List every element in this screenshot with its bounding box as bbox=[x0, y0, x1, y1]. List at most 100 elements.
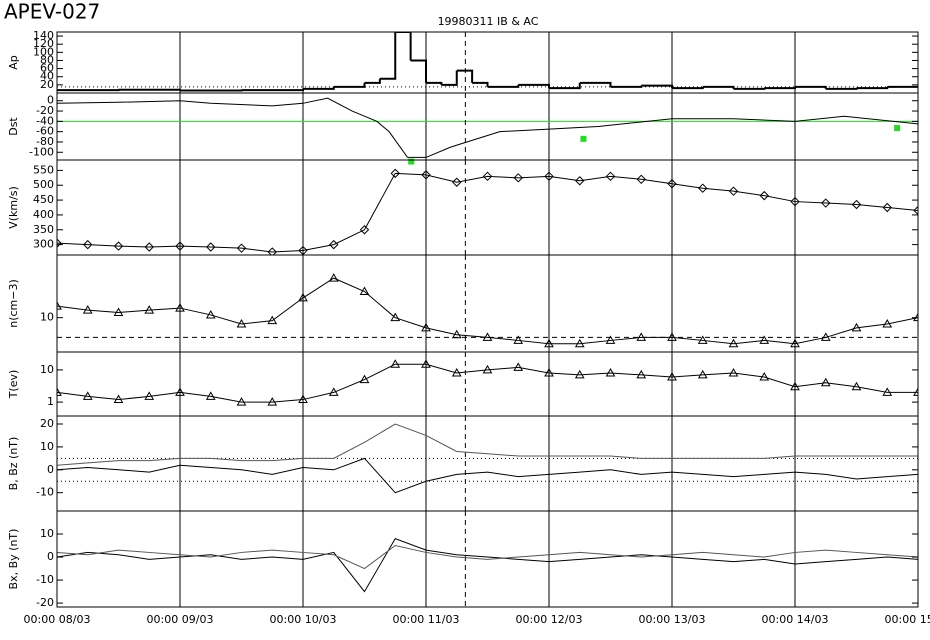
marker bbox=[728, 368, 739, 377]
y-tick-label: 1 bbox=[47, 395, 54, 408]
marker bbox=[390, 168, 400, 179]
marker bbox=[820, 332, 831, 341]
marker bbox=[513, 173, 523, 183]
step-segment bbox=[395, 32, 412, 61]
x-tick-label: 00:00 12/03 bbox=[516, 613, 583, 626]
page-id: APEV-027 bbox=[4, 0, 100, 24]
marker bbox=[544, 338, 554, 348]
y-axis-label: Dst bbox=[7, 117, 20, 136]
marker bbox=[482, 171, 493, 182]
marker bbox=[82, 305, 93, 314]
marker bbox=[636, 369, 647, 379]
y-tick-label: 10 bbox=[40, 527, 54, 540]
x-tick-label: 00:00 08/03 bbox=[24, 613, 91, 626]
marker bbox=[851, 199, 862, 210]
marker bbox=[113, 307, 124, 316]
marker bbox=[452, 177, 462, 187]
y-tick-label: 0 bbox=[47, 94, 54, 107]
marker bbox=[882, 387, 893, 396]
chart-title: 19980311 IB & AC bbox=[438, 15, 539, 28]
marker bbox=[482, 364, 493, 374]
marker bbox=[667, 372, 677, 381]
marker bbox=[329, 239, 339, 250]
x-tick-label: 00:00 13/03 bbox=[639, 613, 706, 626]
marker bbox=[298, 394, 308, 404]
marker bbox=[205, 309, 216, 319]
panel bbox=[57, 511, 918, 607]
step-segment bbox=[333, 82, 366, 88]
panel bbox=[57, 32, 918, 93]
x-tick-label: 00:00 10/03 bbox=[270, 613, 337, 626]
y-tick-label: 60 bbox=[40, 62, 54, 75]
marker bbox=[575, 176, 585, 186]
y-tick-label: 10 bbox=[40, 363, 54, 376]
y-tick-label: 140 bbox=[33, 29, 54, 42]
step-segment bbox=[118, 88, 181, 91]
marker bbox=[144, 305, 155, 314]
marker bbox=[894, 125, 901, 132]
y-tick-label: 20 bbox=[40, 78, 54, 91]
step-segment bbox=[472, 81, 489, 87]
y-tick-label: 120 bbox=[33, 37, 54, 50]
y-axis-label: Ap bbox=[7, 55, 20, 70]
marker bbox=[144, 242, 154, 252]
marker bbox=[144, 391, 155, 400]
marker bbox=[913, 205, 918, 216]
marker bbox=[57, 301, 62, 310]
marker bbox=[57, 387, 62, 396]
x-tick-label: 00:00 09/03 bbox=[147, 613, 214, 626]
marker bbox=[267, 315, 278, 325]
marker bbox=[821, 198, 831, 208]
marker bbox=[544, 171, 554, 182]
y-axis-label: B, Bz (nT) bbox=[7, 437, 20, 491]
marker bbox=[636, 174, 646, 185]
marker bbox=[882, 202, 892, 213]
marker bbox=[236, 397, 247, 406]
y-tick-label: -60 bbox=[36, 125, 54, 138]
marker bbox=[605, 368, 616, 377]
marker bbox=[728, 186, 739, 196]
marker bbox=[421, 359, 431, 368]
y-tick-label: -80 bbox=[36, 135, 54, 148]
marker bbox=[236, 319, 247, 328]
marker bbox=[697, 335, 708, 344]
marker bbox=[605, 335, 616, 344]
y-tick-label: 500 bbox=[33, 178, 54, 191]
marker bbox=[328, 387, 339, 396]
step-segment bbox=[410, 59, 427, 83]
marker bbox=[698, 183, 708, 193]
marker bbox=[913, 387, 918, 396]
marker bbox=[697, 369, 708, 379]
marker bbox=[298, 292, 308, 302]
marker bbox=[759, 190, 769, 201]
marker bbox=[451, 368, 462, 377]
marker bbox=[636, 332, 647, 341]
series-line bbox=[57, 538, 918, 593]
step-segment bbox=[549, 82, 581, 90]
panel-frame bbox=[56, 510, 919, 608]
panel bbox=[57, 416, 918, 511]
marker bbox=[605, 171, 616, 182]
y-tick-label: 40 bbox=[40, 70, 54, 83]
marker bbox=[57, 238, 62, 248]
y-tick-label: 80 bbox=[40, 53, 54, 66]
panel bbox=[57, 352, 918, 416]
marker bbox=[206, 242, 216, 252]
marker bbox=[574, 369, 585, 379]
series-line bbox=[57, 97, 918, 158]
panel bbox=[57, 255, 918, 352]
marker bbox=[790, 196, 800, 207]
marker bbox=[175, 387, 185, 396]
y-axis-label: Bx, By (nT) bbox=[7, 529, 20, 590]
marker bbox=[482, 332, 493, 341]
marker bbox=[421, 170, 431, 180]
marker bbox=[851, 381, 862, 391]
y-tick-label: 300 bbox=[33, 238, 54, 251]
step-segment bbox=[733, 87, 766, 90]
marker bbox=[574, 338, 585, 348]
marker bbox=[790, 338, 800, 348]
panel bbox=[57, 160, 918, 255]
series-line bbox=[57, 544, 918, 570]
y-tick-label: -100 bbox=[29, 145, 54, 158]
